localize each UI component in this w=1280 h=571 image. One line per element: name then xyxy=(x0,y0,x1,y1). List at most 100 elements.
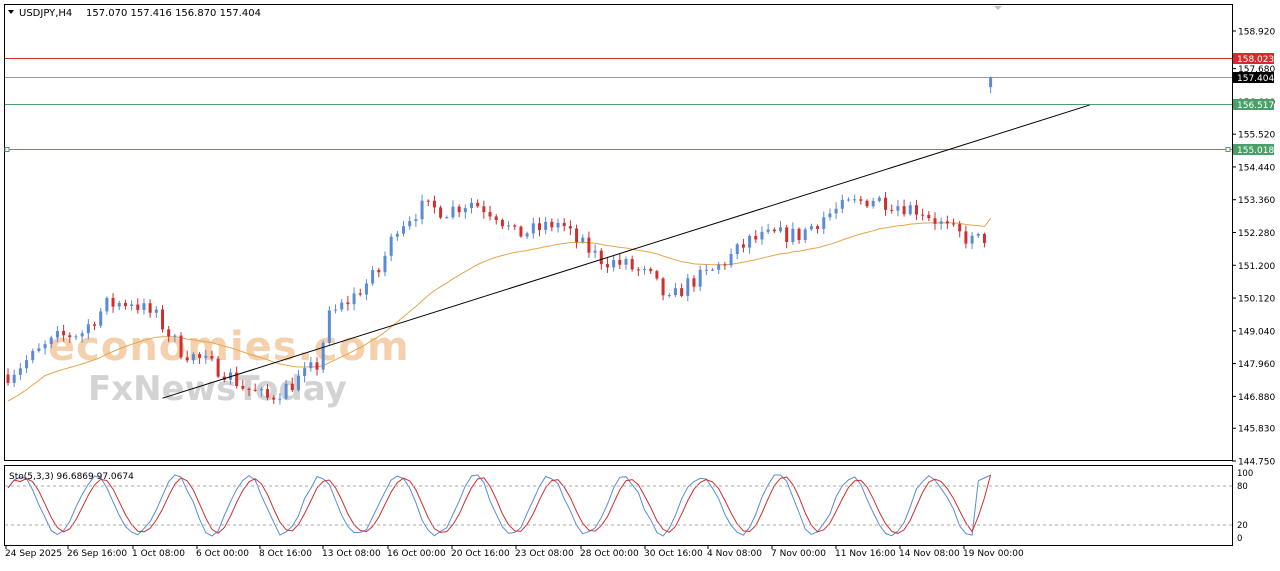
bear-candle-body xyxy=(210,355,214,359)
bull-candle-body xyxy=(711,269,715,271)
bull-candle-body xyxy=(364,283,368,295)
bear-candle-body xyxy=(884,197,888,210)
bear-candle-body xyxy=(680,288,684,296)
bear-candle-body xyxy=(136,304,140,310)
bear-candle-body xyxy=(123,302,127,307)
bear-candle-body xyxy=(476,202,480,207)
ascending-trendline xyxy=(162,104,1090,399)
bull-candle-body xyxy=(117,302,121,307)
horizontal-price-lines xyxy=(4,58,1232,152)
price-tick-label: 158.920 xyxy=(1238,28,1275,38)
bear-candle-body xyxy=(167,329,171,337)
bull-candle-body xyxy=(402,226,406,234)
bull-candle-body xyxy=(822,217,826,229)
time-tick-label: 1 Oct 08:00 xyxy=(132,549,185,559)
time-tick-label: 8 Oct 16:00 xyxy=(259,549,312,559)
bull-candle-body xyxy=(303,368,307,376)
bull-candle-body xyxy=(779,227,782,232)
bear-candle-body xyxy=(575,228,579,243)
bear-candle-body xyxy=(587,237,591,253)
bear-candle-body xyxy=(185,357,189,361)
bear-candle-body xyxy=(723,264,727,266)
bear-candle-body xyxy=(661,278,665,296)
bear-candle-body xyxy=(266,389,270,398)
bull-candle-body xyxy=(278,398,282,400)
bear-candle-body xyxy=(982,233,986,244)
bear-candle-body xyxy=(816,226,820,229)
current-label: 157.404 xyxy=(1237,74,1274,84)
bull-candle-body xyxy=(896,206,900,211)
bull-candle-body xyxy=(12,374,16,383)
bear-candle-body xyxy=(692,278,696,287)
bull-candle-body xyxy=(853,199,857,201)
stoch-tick-label: 100 xyxy=(1237,469,1253,479)
bear-candle-body xyxy=(655,271,659,279)
bull-candle-body xyxy=(228,372,232,380)
price-tick-label: 149.040 xyxy=(1238,327,1275,337)
bull-candle-body xyxy=(766,229,770,232)
bull-candle-body xyxy=(327,310,331,343)
bull-candle-body xyxy=(173,335,177,337)
bull-candle-body xyxy=(99,311,103,326)
time-tick-label: 19 Nov 00:00 xyxy=(963,549,1024,559)
bull-candle-body xyxy=(939,221,943,224)
bull-candle-body xyxy=(191,354,195,361)
bull-candle-body xyxy=(105,297,109,312)
price-tick-label: 146.880 xyxy=(1238,393,1275,403)
bear-candle-body xyxy=(964,231,968,244)
bull-candle-body xyxy=(760,231,764,240)
bull-candle-body xyxy=(686,278,690,296)
support-2-label-bg xyxy=(1233,144,1274,155)
bull-candle-body xyxy=(86,324,90,334)
stochastic-axis: 100 80 20 0 xyxy=(5,469,1253,544)
price-tick-label: 147.960 xyxy=(1238,360,1275,370)
support-2-handle-right xyxy=(1225,147,1231,152)
bull-candle-body xyxy=(154,309,158,313)
bull-candle-body xyxy=(55,331,59,338)
bear-candle-body xyxy=(235,372,239,386)
bear-candle-body xyxy=(482,206,486,213)
bear-candle-body xyxy=(914,205,918,215)
bull-candle-body xyxy=(80,333,84,337)
bull-candle-body xyxy=(296,375,300,391)
scroll-marker-icon[interactable] xyxy=(994,6,1002,10)
support-1-label-bg xyxy=(1233,99,1274,110)
bull-candle-body xyxy=(49,337,53,345)
stoch-panel-frame xyxy=(4,465,1233,546)
bull-candle-body xyxy=(748,235,752,248)
bear-candle-body xyxy=(630,259,634,270)
bull-candle-body xyxy=(525,233,529,237)
stoch-signal-line xyxy=(7,474,992,534)
bear-candle-body xyxy=(111,297,115,307)
bull-candle-body xyxy=(334,309,338,311)
main-panel-frame xyxy=(4,4,1233,461)
price-tick-label: 144.750 xyxy=(1238,458,1275,468)
bull-candle-body xyxy=(395,233,399,237)
price-tick-label: 145.830 xyxy=(1238,425,1275,435)
bear-candle-body xyxy=(865,200,869,207)
bear-candle-body xyxy=(93,324,97,326)
bull-candle-body xyxy=(309,362,313,369)
bear-candle-body xyxy=(161,309,164,330)
time-tick-label: 7 Nov 00:00 xyxy=(771,549,826,559)
bull-candle-body xyxy=(445,217,449,219)
bull-candle-body xyxy=(340,302,344,310)
stoch-title: Sto(5,3,3) 96.6869 97.0674 xyxy=(9,472,134,482)
bull-candle-body xyxy=(581,237,585,243)
bull-candle-body xyxy=(809,226,813,230)
bull-candle-body xyxy=(877,197,881,201)
bear-candle-body xyxy=(315,362,319,370)
bear-candle-body xyxy=(148,303,152,313)
time-tick-label: 24 Sep 2025 xyxy=(5,549,62,559)
bull-candle-body xyxy=(321,342,325,370)
bull-candle-body xyxy=(463,208,467,213)
price-axis: 158.920157.680156.600155.520154.440153.3… xyxy=(1232,28,1275,468)
symbol-dropdown-icon[interactable] xyxy=(8,10,14,14)
time-tick-label: 23 Oct 08:00 xyxy=(515,549,574,559)
bear-candle-body xyxy=(902,206,906,215)
time-tick-label: 28 Oct 00:00 xyxy=(580,549,639,559)
stoch-tick-label: 20 xyxy=(1237,521,1248,531)
bear-candle-body xyxy=(247,388,251,390)
bull-candle-body xyxy=(74,336,78,338)
time-tick-label: 14 Nov 08:00 xyxy=(899,549,960,559)
